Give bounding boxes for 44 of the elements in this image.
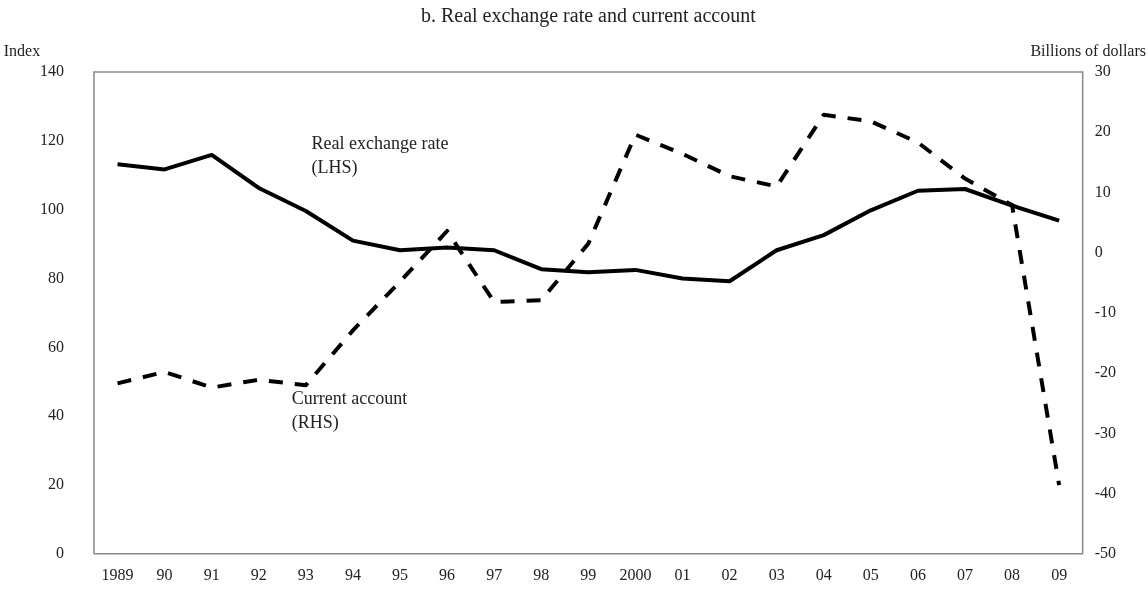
y2-axis-title: Billions of dollars [1030, 42, 1146, 59]
y2-tick-label: 10 [1094, 182, 1111, 200]
x-tick-label: 98 [533, 565, 550, 583]
x-tick-label: 06 [909, 565, 926, 583]
x-tick-label: 04 [815, 565, 832, 583]
y2-tick-label: 0 [1094, 242, 1103, 260]
y-tick-label: 60 [48, 337, 64, 355]
x-tick-label: 02 [721, 565, 738, 583]
x-tick-label: 91 [203, 565, 220, 583]
x-tick-label: 99 [580, 565, 597, 583]
y-tick-label: 80 [48, 268, 64, 286]
y-tick-label: 20 [48, 475, 64, 493]
line-series [115, 112, 1062, 488]
x-tick-label: 97 [486, 565, 503, 583]
y2-tick-label: 20 [1094, 122, 1111, 140]
y2-tick-label: -20 [1094, 363, 1116, 381]
x-tick-label: 09 [1051, 565, 1068, 583]
x-tick-label: 08 [1004, 565, 1021, 583]
x-tick-label: 2000 [619, 565, 652, 583]
y-tick-label: 0 [56, 544, 64, 561]
y2-tick-label: -10 [1094, 303, 1116, 321]
x-tick-label: 92 [250, 565, 267, 583]
x-tick-label: 05 [862, 565, 879, 583]
y2-tick-label: 30 [1094, 62, 1111, 80]
y-tick-label: 100 [40, 199, 64, 217]
x-tick-label: 07 [956, 565, 973, 583]
y2-tick-label: -50 [1094, 544, 1116, 561]
x-tick-label: 01 [674, 565, 691, 583]
x-tick-label: 95 [392, 565, 409, 583]
x-tick-label: 1989 [101, 565, 134, 583]
chart-title: b. Real exchange rate and current account [420, 4, 757, 27]
y2-tick-label: -40 [1094, 483, 1116, 501]
x-tick-label: 90 [156, 565, 173, 583]
x-tick-label: 03 [768, 565, 785, 583]
series-label: Current account (RHS) [291, 388, 408, 434]
x-tick-label: 96 [439, 565, 456, 583]
x-tick-label: 94 [344, 565, 361, 583]
series-label: Real exchange rate (LHS) [311, 133, 449, 179]
y-tick-label: 40 [48, 406, 64, 424]
y-axis-title: Index [3, 42, 41, 59]
y-tick-label: 140 [40, 62, 64, 80]
y2-tick-label: -30 [1094, 423, 1116, 441]
y-tick-label: 120 [40, 131, 64, 149]
x-tick-label: 93 [297, 565, 314, 583]
